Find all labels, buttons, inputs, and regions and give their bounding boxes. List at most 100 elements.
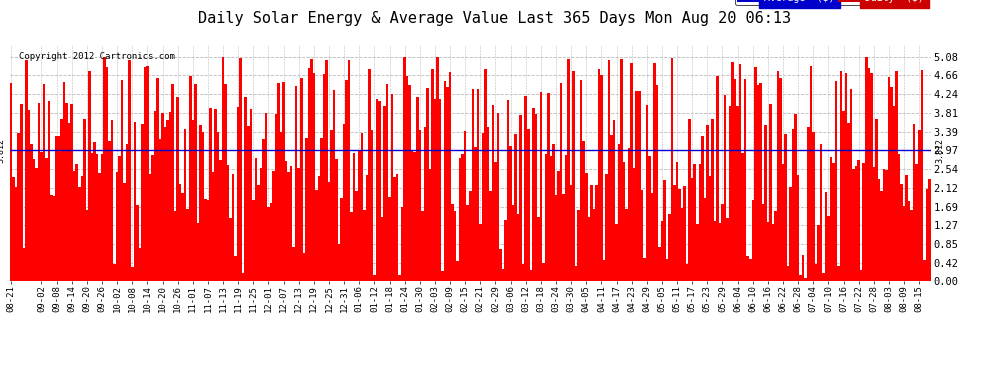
Bar [23,248,25,281]
Bar [10,83,13,281]
Bar [683,186,686,281]
Bar [393,177,396,281]
Bar [212,172,214,281]
Bar [91,153,93,281]
Bar [911,210,913,281]
Bar [388,197,391,281]
Bar [888,77,890,281]
Bar [842,111,844,281]
Bar [113,264,116,281]
Bar [230,218,232,281]
Bar [743,78,746,281]
Bar [693,164,696,281]
Bar [15,187,18,281]
Bar [840,70,842,281]
Bar [638,91,641,281]
Bar [631,63,633,281]
Bar [830,157,833,281]
Bar [565,155,567,281]
Bar [774,211,777,281]
Bar [459,158,461,281]
Bar [75,164,78,281]
Bar [48,101,50,281]
Bar [825,192,828,281]
Bar [52,196,55,281]
Bar [101,154,103,281]
Bar [386,84,388,281]
Bar [749,259,751,281]
Bar [343,124,346,281]
Bar [414,152,416,281]
Bar [111,120,113,281]
Bar [174,211,176,281]
Bar [38,103,41,281]
Legend: Average  ($), Daily  ($): Average ($), Daily ($) [736,0,926,5]
Bar [55,136,57,281]
Bar [764,125,766,281]
Bar [900,184,903,281]
Bar [688,118,691,281]
Bar [448,72,451,281]
Bar [439,99,442,281]
Bar [209,108,212,281]
Bar [60,118,63,281]
Bar [396,174,398,281]
Bar [618,144,621,281]
Bar [41,152,43,281]
Bar [805,278,807,281]
Bar [424,128,426,281]
Bar [70,104,73,281]
Bar [398,274,401,281]
Bar [532,108,535,281]
Bar [883,169,885,281]
Bar [923,260,926,281]
Bar [285,160,287,281]
Bar [603,260,605,281]
Bar [784,135,787,281]
Bar [636,91,638,281]
Bar [471,89,474,281]
Bar [668,214,671,281]
Bar [139,248,141,281]
Bar [171,84,174,281]
Bar [96,154,98,281]
Bar [527,129,530,281]
Bar [559,83,562,281]
Bar [497,113,499,281]
Bar [442,271,444,281]
Bar [913,124,916,281]
Bar [870,73,872,281]
Bar [507,100,509,281]
Bar [219,160,222,281]
Bar [272,171,275,281]
Bar [567,59,570,281]
Bar [282,82,285,281]
Bar [318,176,320,281]
Bar [678,189,681,281]
Bar [794,114,797,281]
Bar [807,126,810,281]
Bar [515,134,517,281]
Bar [616,224,618,281]
Bar [782,164,784,281]
Bar [303,253,305,281]
Bar [696,224,699,281]
Bar [350,212,353,281]
Bar [484,69,487,281]
Bar [600,75,603,281]
Bar [245,97,248,281]
Bar [297,168,300,281]
Bar [789,188,792,281]
Bar [802,255,805,281]
Bar [754,67,756,281]
Bar [235,256,237,281]
Bar [893,106,895,281]
Bar [538,217,540,281]
Bar [451,204,453,281]
Bar [926,189,928,281]
Bar [585,172,587,281]
Bar [401,207,403,281]
Bar [378,100,381,281]
Bar [93,142,96,281]
Bar [714,221,716,281]
